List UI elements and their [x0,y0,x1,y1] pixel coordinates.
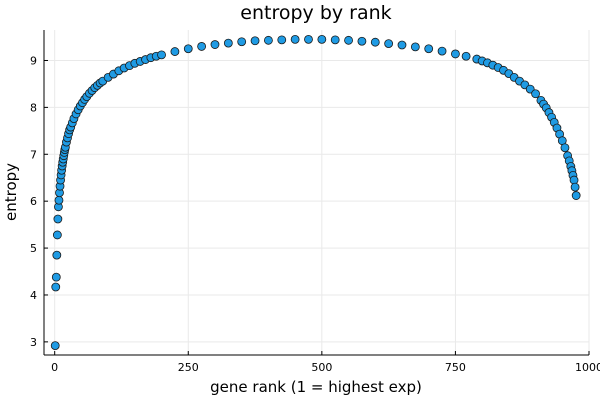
data-point [50,341,60,351]
data-point [384,39,394,49]
x-tick-label: 750 [445,361,466,374]
data-point [264,35,273,45]
data-point [183,44,193,54]
data-point [461,51,471,61]
data-point [344,35,353,45]
y-tick-label: 3 [30,336,37,349]
data-point [560,143,570,153]
data-point [170,47,180,56]
y-tick-label: 5 [30,242,37,255]
data-point [52,250,62,260]
data-point [54,195,64,205]
data-point [424,44,434,54]
data-point [330,35,340,45]
data-point [197,42,207,51]
data-point [223,38,233,48]
data-point [290,34,300,44]
x-axis-label: gene rank (1 = highest exp) [210,378,422,396]
data-point [531,89,540,99]
y-tick-label: 8 [30,101,37,114]
data-point [571,191,581,200]
data-point [437,46,447,56]
data-point [52,230,62,240]
grid [44,30,590,355]
data-point [570,182,580,192]
data-point [397,40,407,50]
x-tick-label: 0 [51,361,58,374]
x-tick-label: 500 [311,361,332,374]
data-point [51,272,61,282]
data-point [210,40,220,49]
data-point [277,35,287,45]
x-tick-label: 1000 [575,361,600,374]
data-point [451,49,460,59]
data-point [317,34,327,44]
y-tick-label: 7 [30,148,37,161]
y-tick-label: 6 [30,195,37,208]
data-point [53,214,63,224]
y-axis-label: entropy [2,163,20,221]
axes [43,30,589,356]
data-point [237,37,247,47]
ticks: 0 250 500 750 1000 3 4 5 6 7 8 9 [30,54,600,374]
data-point [157,50,166,60]
y-tick-label: 4 [30,289,37,302]
data-point [250,36,260,46]
x-tick-label: 250 [178,361,199,374]
data-points [50,34,581,351]
chart-title: entropy by rank [240,2,391,24]
data-point [304,34,313,44]
data-point [410,42,420,52]
data-point [357,36,367,46]
y-tick-label: 9 [30,54,37,67]
data-point [51,282,61,292]
data-point [370,37,380,47]
